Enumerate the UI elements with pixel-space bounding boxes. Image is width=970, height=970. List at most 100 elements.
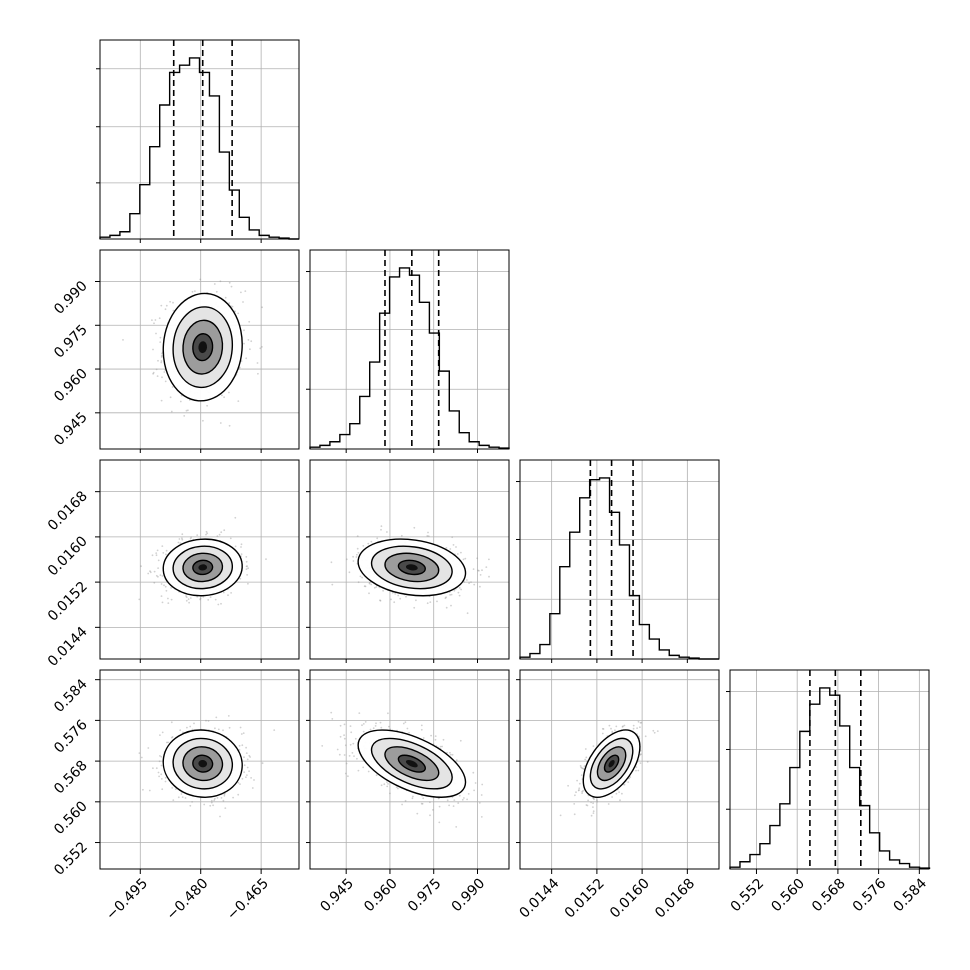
scatter-point (623, 724, 626, 727)
scatter-point (477, 569, 479, 572)
scatter-point (171, 787, 174, 789)
contour-line (162, 729, 243, 798)
scatter-point (220, 602, 222, 605)
scatter-point (601, 727, 604, 730)
scatter-point (578, 782, 581, 785)
scatter-point (228, 391, 230, 394)
y-tick-label: 0.552 (51, 839, 91, 879)
scatter-point (400, 534, 403, 537)
scatter-point (450, 604, 452, 607)
scatter-point (628, 777, 631, 780)
scatter-point (405, 595, 407, 598)
scatter-point (256, 362, 259, 364)
x-tick-label: 0.0168 (652, 876, 698, 922)
panel-frame (309, 249, 510, 450)
scatter-point (355, 556, 358, 558)
scatter-point (179, 400, 182, 403)
scatter-point (185, 409, 188, 412)
scatter-point (165, 304, 168, 307)
scatter-point (209, 804, 212, 807)
scatter-point (228, 281, 231, 284)
histogram-step-2 (519, 477, 719, 660)
scatter-point (434, 738, 437, 741)
scatter-point (367, 542, 370, 545)
scatter-point (239, 577, 242, 580)
scatter-point (338, 753, 341, 756)
scatter-point (184, 797, 187, 799)
y-tick-label: 0.0160 (45, 533, 91, 579)
scatter-point (180, 793, 183, 795)
scatter-point (632, 724, 635, 727)
scatter-point (170, 736, 173, 739)
scatter-point (165, 553, 167, 556)
scatter-point (238, 744, 241, 747)
scatter-point (592, 806, 594, 808)
scatter-point (593, 798, 595, 801)
density-level (198, 759, 208, 768)
scatter-point (156, 375, 159, 377)
scatter-point (635, 766, 638, 768)
scatter-point (153, 570, 156, 573)
scatter-point (239, 726, 242, 729)
scatter-point (439, 745, 442, 748)
scatter-point (222, 729, 224, 732)
contour-line (397, 754, 426, 773)
scatter-point (167, 602, 170, 604)
scatter-point (370, 583, 373, 586)
scatter-point (373, 586, 376, 589)
scatter-point (240, 543, 243, 546)
scatter-point (432, 809, 434, 811)
scatter-point (159, 755, 161, 757)
density-level (405, 564, 418, 571)
scatter-point (386, 531, 388, 533)
scatter-point (172, 799, 175, 801)
scatter-point (653, 731, 656, 734)
scatter-point (352, 742, 355, 745)
contour-line (384, 552, 440, 583)
scatter-point (171, 736, 174, 738)
scatter-point (148, 789, 151, 792)
scatter-point (170, 598, 173, 601)
scatter-point (379, 599, 381, 602)
scatter-point (474, 782, 477, 784)
scatter-point (448, 804, 450, 807)
scatter-point (579, 765, 582, 767)
scatter-point (635, 769, 637, 772)
scatter-point (172, 301, 174, 304)
contour-line (192, 559, 214, 576)
scatter-point (397, 594, 400, 597)
scatter-point (199, 278, 202, 281)
scatter-point (181, 538, 184, 541)
scatter-point (243, 329, 245, 332)
histogram-panel-0 (96, 39, 300, 240)
scatter-point (611, 730, 614, 733)
scatter-point (361, 576, 363, 579)
scatter-point (485, 566, 488, 568)
scatter-point (246, 766, 249, 769)
scatter-point (567, 784, 569, 787)
scatter-point (265, 558, 267, 560)
scatter-point (140, 756, 143, 759)
scatter-point (247, 582, 249, 585)
scatter-point (389, 792, 391, 795)
scatter-point (422, 797, 425, 800)
scatter-point (375, 586, 378, 588)
scatter-point (434, 735, 437, 737)
scatter-point (466, 612, 469, 615)
scatter-point (364, 721, 367, 723)
scatter-point (223, 396, 226, 399)
scatter-point (222, 799, 225, 802)
scatter-point (205, 530, 208, 533)
scatter-point (379, 721, 382, 724)
scatter-point (157, 359, 159, 362)
scatter-point (228, 302, 231, 304)
scatter-point (160, 354, 163, 357)
scatter-point (140, 565, 142, 568)
scatter-point (380, 528, 382, 531)
scatter-point (192, 450, 194, 452)
scatter-point (248, 770, 251, 773)
contour-line (162, 538, 243, 597)
scatter-point (246, 774, 248, 776)
scatter-point (623, 783, 626, 786)
scatter-point (411, 797, 414, 800)
